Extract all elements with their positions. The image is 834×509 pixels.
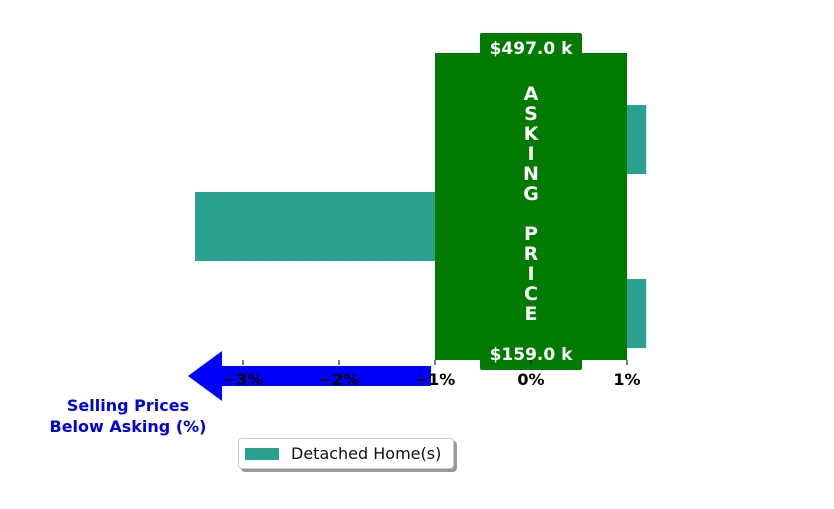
asking-price-letter: I <box>527 263 534 285</box>
legend: Detached Home(s) <box>238 438 454 469</box>
x-tick-label: −3% <box>223 370 264 389</box>
asking-price-letter: C <box>524 283 538 305</box>
asking-price-letter: P <box>524 223 538 245</box>
x-tick-label: −1% <box>415 370 456 389</box>
x-tick-label: 0% <box>517 370 544 389</box>
asking-price-letter: G <box>523 183 539 205</box>
below-asking-label-line2: Below Asking (%) <box>49 417 207 436</box>
x-tick-label: 1% <box>613 370 640 389</box>
x-axis: −3% −2% −1% 0% 1% <box>223 360 641 389</box>
legend-swatch <box>245 447 279 460</box>
asking-price-letter: N <box>523 163 539 185</box>
arrow-shape <box>188 351 431 401</box>
asking-price-letter: S <box>524 103 538 125</box>
asking-price-rect <box>435 53 627 360</box>
top-price-box <box>480 33 582 61</box>
below-asking-label-line1: Selling Prices <box>66 396 190 415</box>
x-tick-label: −2% <box>319 370 360 389</box>
asking-price-letter: I <box>527 143 534 165</box>
asking-price-letter: E <box>525 303 538 325</box>
below-asking-label: Selling Prices Below Asking (%) <box>30 395 226 437</box>
bottom-price-label: $159.0 k <box>490 345 574 365</box>
asking-price-letter: R <box>524 243 539 265</box>
asking-price-letter: A <box>524 83 539 105</box>
legend-label: Detached Home(s) <box>291 444 442 463</box>
top-price-label: $497.0 k <box>490 39 574 59</box>
bottom-price-box <box>480 340 582 370</box>
asking-price-letter: K <box>524 123 540 145</box>
below-asking-arrow <box>188 351 431 401</box>
